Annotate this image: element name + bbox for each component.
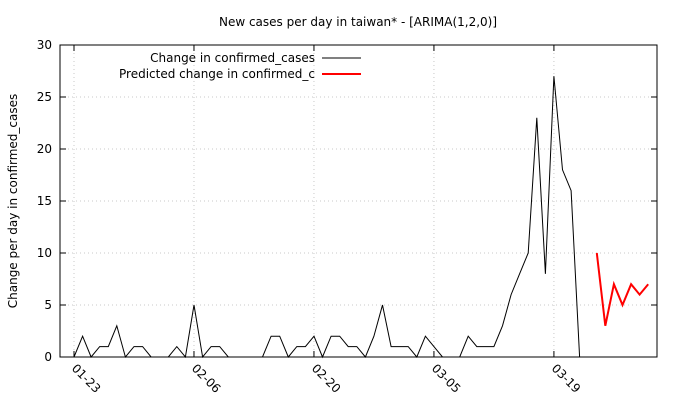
x-tick-label: 02-06: [189, 361, 224, 396]
y-tick-label: 30: [37, 38, 52, 52]
series-line-change: [73, 76, 597, 359]
x-tick-label: 03-19: [549, 361, 584, 396]
legend: Change in confirmed_cases Predicted chan…: [119, 51, 361, 81]
legend-label-change: Change in confirmed_cases: [150, 51, 315, 65]
y-tick-label: 15: [37, 194, 52, 208]
y-tick-label: 0: [44, 350, 52, 364]
x-tick-label: 02-20: [309, 361, 344, 396]
y-tick-label: 25: [37, 90, 52, 104]
legend-label-predicted: Predicted change in confirmed_c: [119, 67, 315, 81]
series-line-predicted: [595, 252, 649, 327]
x-tick-label: 01-23: [69, 361, 104, 396]
plot-frame: [59, 44, 658, 358]
y-tick-label: 10: [37, 246, 52, 260]
y-tick-label: 5: [44, 298, 52, 312]
chart-title: New cases per day in taiwan* - [ARIMA(1,…: [219, 15, 497, 29]
y-tick-label: 20: [37, 142, 52, 156]
y-axis-label: Change per day in confirmed_cases: [6, 94, 20, 309]
plot-area: [73, 76, 649, 359]
grid: [60, 45, 657, 357]
axes: 0 5 10 15 20 25 30 01-23 02-06 02-20 03-05 03-19: [37, 38, 657, 396]
x-tick-label: 03-05: [429, 361, 464, 396]
